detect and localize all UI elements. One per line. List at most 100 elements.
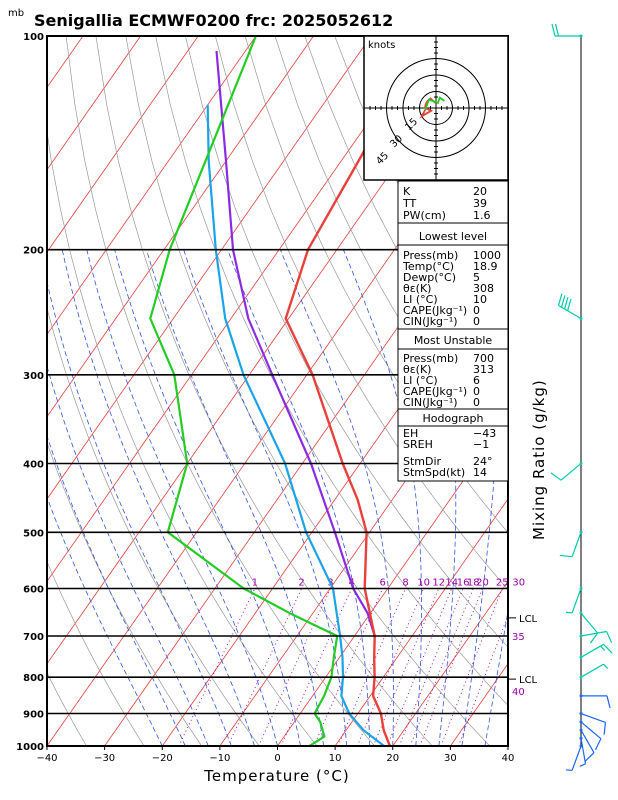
pressure-tick-label: 700 bbox=[23, 632, 44, 643]
pressure-tick-label: 100 bbox=[23, 32, 44, 43]
wind-barb bbox=[565, 586, 583, 614]
x-tick-label: 0 bbox=[274, 753, 280, 764]
wind-barb-staff bbox=[580, 663, 604, 678]
index-row-value: 18.9 bbox=[473, 260, 498, 273]
wind-barb-flag bbox=[560, 295, 566, 308]
wind-barb-flag bbox=[551, 23, 556, 37]
index-k-label: K bbox=[403, 185, 411, 198]
wetbulb-profile bbox=[206, 104, 385, 746]
temperature-ticks: −40 −30 −20 −10 0 10 20 30 40 bbox=[36, 746, 514, 764]
wind-barb bbox=[579, 736, 587, 767]
wind-barb-staff bbox=[580, 729, 595, 754]
x-tick-label: 20 bbox=[386, 753, 399, 764]
lcl-label: LCL bbox=[519, 614, 538, 625]
mixing-ratio-line bbox=[440, 588, 503, 746]
index-row-label: Press(mb) bbox=[403, 352, 458, 365]
mixing-ratio-line bbox=[280, 588, 353, 746]
index-pw-value: 1.6 bbox=[473, 209, 491, 222]
isotherm-line bbox=[277, 416, 508, 746]
pressure-tick-label: 600 bbox=[23, 585, 44, 596]
index-row-label: Press(mb) bbox=[403, 249, 458, 262]
indices-frame bbox=[397, 180, 509, 482]
moist-adiabat-line bbox=[280, 249, 394, 746]
wind-barb-half-flag bbox=[565, 611, 573, 614]
index-pw-label: PW(cm) bbox=[403, 209, 446, 222]
dry-adiabat-line bbox=[47, 671, 87, 746]
hodograph: knots 15 30 45 bbox=[363, 35, 509, 181]
index-row-value: 0 bbox=[473, 304, 480, 317]
wind-barb-half-flag bbox=[600, 645, 606, 651]
wind-barb-flag bbox=[584, 752, 595, 762]
storm-row-value: 24° bbox=[473, 455, 493, 468]
moist-adiabat-line bbox=[47, 434, 186, 746]
wind-barb-staff bbox=[571, 532, 582, 557]
index-row-value: 700 bbox=[473, 352, 494, 365]
moist-adiabat-line bbox=[47, 496, 163, 746]
isotherm-line bbox=[47, 36, 430, 582]
wind-barb-flag bbox=[594, 738, 602, 751]
isotherm-line bbox=[47, 36, 372, 500]
x-tick-label: −10 bbox=[209, 753, 230, 764]
index-tt-label: TT bbox=[402, 197, 417, 210]
mixing-ratio-label: 20 bbox=[476, 578, 489, 589]
storm-row-label: StmSpd(kt) bbox=[403, 466, 465, 479]
storm-row-label: StmDir bbox=[403, 455, 442, 468]
pressure-tick-label: 1000 bbox=[16, 742, 44, 753]
pressure-tick-label: 300 bbox=[23, 371, 44, 382]
dry-adiabat-line bbox=[214, 36, 508, 591]
temperature-profile bbox=[284, 36, 430, 746]
wind-barb bbox=[579, 663, 609, 679]
wind-barb-staff bbox=[580, 612, 599, 634]
mixing-ratio-label-40: 40 bbox=[512, 687, 525, 698]
dry-adiabat-line bbox=[95, 36, 433, 746]
pressure-unit-label: mb bbox=[8, 8, 24, 19]
mixing-ratio-label: 12 bbox=[432, 578, 445, 589]
dry-adiabat-line bbox=[244, 36, 508, 534]
mixing-ratio-label: 16 bbox=[457, 578, 470, 589]
x-tick-label: 40 bbox=[502, 753, 515, 764]
wind-barb-staff bbox=[560, 463, 582, 481]
index-row-label: CIN(Jkg⁻¹) bbox=[403, 396, 458, 409]
index-row-value: 308 bbox=[473, 282, 494, 295]
wind-barb bbox=[579, 712, 607, 735]
index-row-value: −43 bbox=[473, 427, 496, 440]
dry-adiabat-line bbox=[185, 36, 508, 648]
lcl-label: LCL bbox=[519, 675, 538, 686]
x-tick-label: −20 bbox=[152, 753, 173, 764]
mixing-ratio-label: 8 bbox=[402, 578, 408, 589]
index-row-value: 0 bbox=[473, 396, 480, 409]
wind-barb-flag bbox=[550, 472, 562, 481]
y-axis-label: Mixing Ratio (g/kg) bbox=[530, 379, 548, 540]
isotherm-line bbox=[0, 36, 25, 746]
wind-barb bbox=[579, 720, 602, 751]
x-tick-label: 10 bbox=[329, 753, 342, 764]
dry-adiabat-line bbox=[47, 306, 260, 746]
pressure-tick-label: 400 bbox=[23, 460, 44, 471]
x-axis-label: Temperature (°C) bbox=[203, 767, 349, 785]
isotherm-line bbox=[392, 580, 508, 746]
wind-barbs bbox=[550, 23, 613, 772]
wind-barb-flag bbox=[589, 632, 599, 644]
moist-adiabat-line bbox=[86, 249, 278, 746]
isotherm-line bbox=[47, 36, 199, 253]
background-lines bbox=[0, 36, 508, 746]
wind-barb bbox=[579, 630, 613, 644]
wind-barb-flag bbox=[606, 695, 611, 709]
hodograph-trace-high bbox=[424, 96, 445, 111]
mixing-ratio-label: 18 bbox=[467, 578, 480, 589]
wind-barb-flag bbox=[557, 293, 563, 306]
mixing-ratio-line bbox=[313, 588, 384, 746]
index-row-label: CAPE(Jkg⁻¹) bbox=[403, 385, 467, 398]
mixing-ratio-line bbox=[337, 588, 406, 746]
index-row-value: 313 bbox=[473, 363, 494, 376]
wind-barb-half-flag bbox=[579, 763, 586, 767]
chart-title: Senigallia ECMWF0200 frc: 2025052612 bbox=[34, 11, 393, 30]
wind-barb-flag bbox=[563, 296, 569, 310]
mixing-ratio-line bbox=[178, 588, 256, 746]
wind-barb-staff bbox=[571, 745, 582, 771]
index-row-label: LI (°C) bbox=[403, 293, 438, 306]
wind-barb-staff bbox=[571, 588, 582, 614]
most-unstable-heading: Most Unstable bbox=[414, 334, 493, 347]
wind-barb-staff bbox=[580, 738, 587, 764]
